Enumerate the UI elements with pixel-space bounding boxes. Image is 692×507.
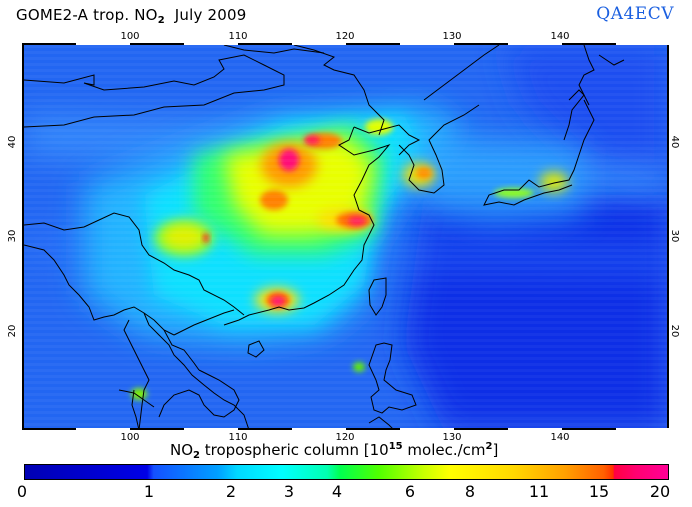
lon-tick-bottom: 120 <box>335 432 355 443</box>
lon-tick-top: 140 <box>550 31 570 42</box>
lat-tick-left: 40 <box>6 135 18 149</box>
lat-tick-right: 20 <box>668 324 680 338</box>
label-part: NO <box>170 441 194 459</box>
axis-bar <box>22 43 669 45</box>
lat-tick-right: 30 <box>668 229 680 243</box>
colorbar-tick: 2 <box>225 482 237 501</box>
label-part: molec./cm <box>402 441 486 459</box>
axis-bar <box>22 428 669 430</box>
colorbar <box>24 464 669 480</box>
colorbar-tick: 15 <box>588 482 610 501</box>
lat-tick-left: 30 <box>6 229 18 243</box>
map-title: GOME2-A trop. NO2 July 2009 <box>16 6 247 26</box>
lon-tick-bottom: 130 <box>442 432 462 443</box>
colorbar-tick: 0 <box>16 482 28 501</box>
colorbar-tick: 20 <box>649 482 671 501</box>
colorbar-tick: 4 <box>331 482 343 501</box>
lon-tick-bottom: 110 <box>228 432 248 443</box>
brand-logo: QA4ECV <box>596 4 674 24</box>
colorbar-label-text: NO2 tropospheric column [1015 molec./cm2… <box>170 441 498 461</box>
label-part: tropospheric column [10 <box>200 441 389 459</box>
colorbar-tick: 8 <box>464 482 476 501</box>
no2-map <box>22 43 669 430</box>
label-sup: 2 <box>485 441 493 452</box>
label-sub: 2 <box>193 450 200 461</box>
title-subscript: 2 <box>157 15 165 26</box>
lon-tick-bottom: 140 <box>550 432 570 443</box>
label-part: ] <box>492 441 499 459</box>
lat-tick-left: 20 <box>6 324 18 338</box>
lon-tick-top: 130 <box>442 31 462 42</box>
title-text: GOME2-A trop. NO <box>16 6 158 24</box>
colorbar-tick: 6 <box>404 482 416 501</box>
no2-heatmap <box>24 45 667 428</box>
lon-tick-top: 120 <box>335 31 355 42</box>
lon-tick-top: 100 <box>120 31 140 42</box>
colorbar-tick: 11 <box>528 482 550 501</box>
coastlines <box>24 45 625 428</box>
lon-tick-bottom: 100 <box>120 432 140 443</box>
colorbar-tick: 3 <box>283 482 295 501</box>
colorbar-tick: 1 <box>143 482 155 501</box>
lat-tick-right: 40 <box>668 135 680 149</box>
lon-tick-top: 110 <box>228 31 248 42</box>
label-sup: 15 <box>388 441 403 452</box>
title-date: July 2009 <box>164 6 247 24</box>
